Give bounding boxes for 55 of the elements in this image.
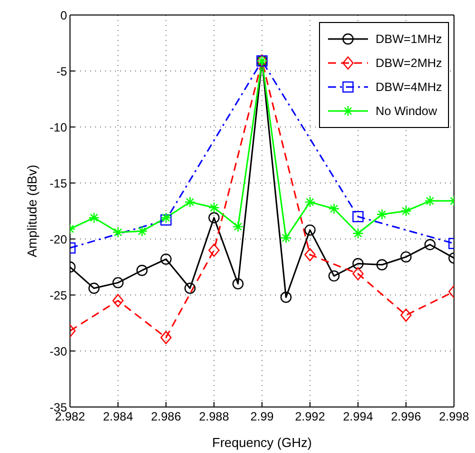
legend-label: DBW=1MHz — [376, 32, 442, 46]
point — [112, 294, 124, 308]
y-tick-label: -5 — [56, 64, 68, 78]
y-tick-label: 0 — [60, 8, 68, 22]
point — [208, 212, 220, 224]
point — [400, 251, 412, 263]
point — [352, 228, 364, 239]
point — [184, 196, 196, 208]
point — [160, 330, 172, 344]
point — [400, 308, 412, 322]
point — [112, 277, 124, 288]
point — [160, 212, 172, 224]
legend-label: No Window — [376, 104, 438, 118]
x-tick-label: 2.992 — [294, 410, 326, 424]
point — [184, 282, 196, 294]
point — [88, 212, 100, 224]
point — [376, 208, 388, 220]
x-tick-label: 2.986 — [150, 410, 182, 424]
y-tick-label: -10 — [50, 120, 68, 134]
x-tick-label: 2.984 — [102, 410, 134, 424]
point — [208, 244, 220, 257]
point — [88, 282, 100, 294]
x-tick-label: 2.994 — [342, 410, 374, 424]
x-tick-label: 2.996 — [390, 410, 422, 424]
point — [352, 267, 364, 280]
point — [304, 248, 316, 262]
point — [280, 232, 292, 244]
point — [328, 203, 340, 214]
point — [112, 226, 124, 238]
point — [304, 196, 316, 208]
point — [160, 254, 172, 265]
point — [136, 264, 148, 276]
legend-label: DBW=2MHz — [376, 56, 442, 70]
point — [352, 258, 364, 270]
point — [280, 292, 292, 303]
x-tick-label: 2.988 — [198, 410, 230, 424]
y-tick-label: -25 — [50, 288, 68, 302]
x-tick-label: 2.99 — [250, 410, 274, 424]
y-tick-label: -15 — [50, 176, 68, 190]
point — [304, 224, 316, 236]
y-tick-label: -20 — [50, 232, 68, 246]
y-axis-title: Amplitude (dBv) — [24, 164, 40, 258]
point — [376, 259, 388, 270]
x-tick-label: 2.998 — [438, 410, 470, 424]
legend-label: DBW=4MHz — [376, 80, 442, 94]
point — [232, 221, 244, 232]
x-axis-title: Frequency (GHz) — [212, 435, 312, 450]
y-tick-label: -30 — [50, 344, 68, 358]
point — [136, 226, 148, 237]
point — [328, 270, 340, 282]
point — [400, 205, 412, 217]
point — [424, 239, 436, 250]
point — [208, 202, 220, 214]
point — [232, 278, 244, 290]
point — [424, 195, 436, 207]
